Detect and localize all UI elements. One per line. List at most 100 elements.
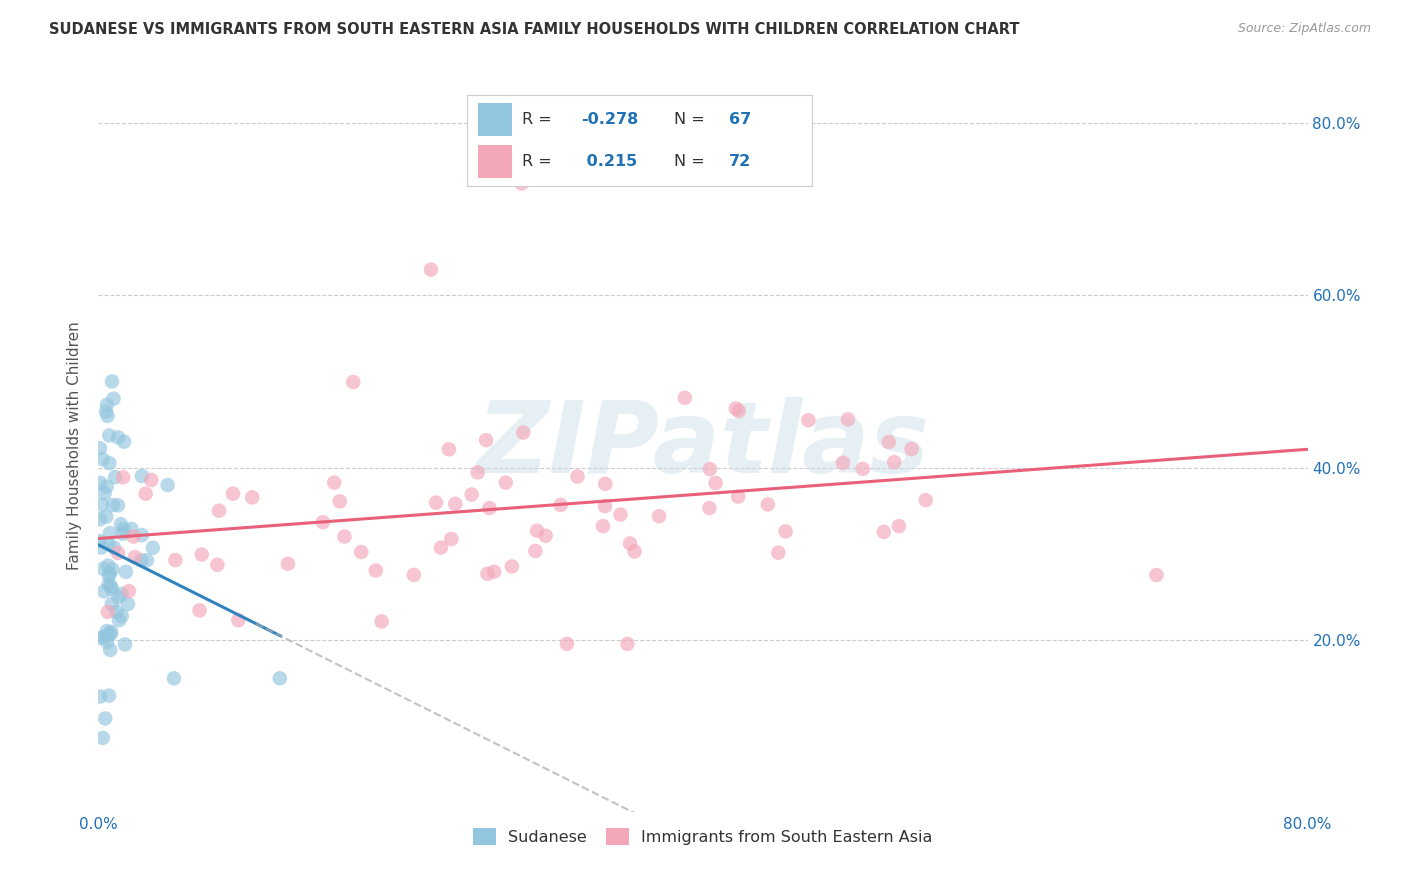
Point xyxy=(510,177,533,191)
Point xyxy=(724,401,747,416)
Point xyxy=(89,631,111,645)
Point xyxy=(852,462,875,476)
Point xyxy=(775,524,797,539)
Text: Source: ZipAtlas.com: Source: ZipAtlas.com xyxy=(1237,22,1371,36)
Point xyxy=(94,711,117,725)
Point xyxy=(101,498,124,512)
Point xyxy=(609,508,631,522)
Point xyxy=(550,498,572,512)
Point xyxy=(111,609,134,624)
Point xyxy=(96,635,118,649)
Point xyxy=(616,637,638,651)
Point xyxy=(111,526,134,541)
Point xyxy=(107,546,129,560)
Point xyxy=(107,590,129,604)
Point xyxy=(364,564,387,578)
Y-axis label: Family Households with Children: Family Households with Children xyxy=(67,322,83,570)
Point xyxy=(756,497,779,511)
Point xyxy=(444,497,467,511)
Point xyxy=(93,630,115,644)
Point xyxy=(112,434,135,449)
Point xyxy=(673,391,696,405)
Point xyxy=(512,425,534,440)
Point xyxy=(89,475,111,490)
Point xyxy=(107,499,129,513)
Point xyxy=(89,442,111,456)
Point xyxy=(478,501,501,516)
Point xyxy=(124,550,146,565)
Point xyxy=(832,456,855,470)
Point xyxy=(98,456,121,470)
Point xyxy=(430,541,453,555)
Point xyxy=(437,442,460,457)
Point xyxy=(277,557,299,571)
Point xyxy=(96,509,118,524)
Point xyxy=(482,565,505,579)
Point xyxy=(96,624,118,639)
Point xyxy=(100,624,122,639)
Point xyxy=(190,548,212,562)
Point xyxy=(120,522,142,536)
Point xyxy=(117,597,139,611)
Legend: Sudanese, Immigrants from South Eastern Asia: Sudanese, Immigrants from South Eastern … xyxy=(467,822,939,851)
Point xyxy=(93,584,115,599)
Point xyxy=(342,375,364,389)
Text: ZIPatlas: ZIPatlas xyxy=(477,398,929,494)
Point xyxy=(98,689,121,703)
Point xyxy=(107,430,129,444)
Point xyxy=(115,565,138,579)
Point xyxy=(103,392,125,406)
Point xyxy=(727,404,749,418)
Point xyxy=(131,528,153,542)
Point xyxy=(1144,568,1167,582)
Point xyxy=(900,442,922,456)
Point xyxy=(91,452,114,467)
Point xyxy=(98,566,121,581)
Point xyxy=(914,493,936,508)
Point xyxy=(593,476,616,491)
Point xyxy=(108,613,131,627)
Point xyxy=(228,613,250,627)
Point xyxy=(91,731,114,745)
Point xyxy=(873,524,896,539)
Point xyxy=(727,490,749,504)
Point xyxy=(619,536,641,550)
Point xyxy=(592,519,614,533)
Point xyxy=(477,566,499,581)
Point xyxy=(555,637,578,651)
Point xyxy=(440,532,463,546)
Point xyxy=(460,487,482,501)
Point xyxy=(593,499,616,513)
Point xyxy=(312,515,335,529)
Point xyxy=(467,466,489,480)
Point xyxy=(91,561,114,575)
Point xyxy=(97,628,120,642)
Point xyxy=(94,404,117,418)
Point xyxy=(475,433,498,447)
Point xyxy=(118,584,141,599)
Point xyxy=(110,587,132,601)
Point xyxy=(501,559,523,574)
Point xyxy=(131,553,153,567)
Point xyxy=(135,486,157,500)
Point xyxy=(98,428,121,442)
Point xyxy=(122,530,145,544)
Point xyxy=(98,643,121,657)
Point xyxy=(136,553,159,567)
Point xyxy=(163,671,186,685)
Point xyxy=(90,541,112,555)
Point xyxy=(142,541,165,555)
Point xyxy=(526,524,548,538)
Point xyxy=(165,553,187,567)
Point xyxy=(97,537,120,551)
Point xyxy=(91,498,114,512)
Point xyxy=(96,398,118,412)
Point xyxy=(101,597,124,611)
Point xyxy=(534,529,557,543)
Point xyxy=(350,545,373,559)
Point xyxy=(110,517,132,532)
Point xyxy=(333,529,356,543)
Point xyxy=(89,534,111,549)
Point xyxy=(97,558,120,573)
Point xyxy=(240,491,263,505)
